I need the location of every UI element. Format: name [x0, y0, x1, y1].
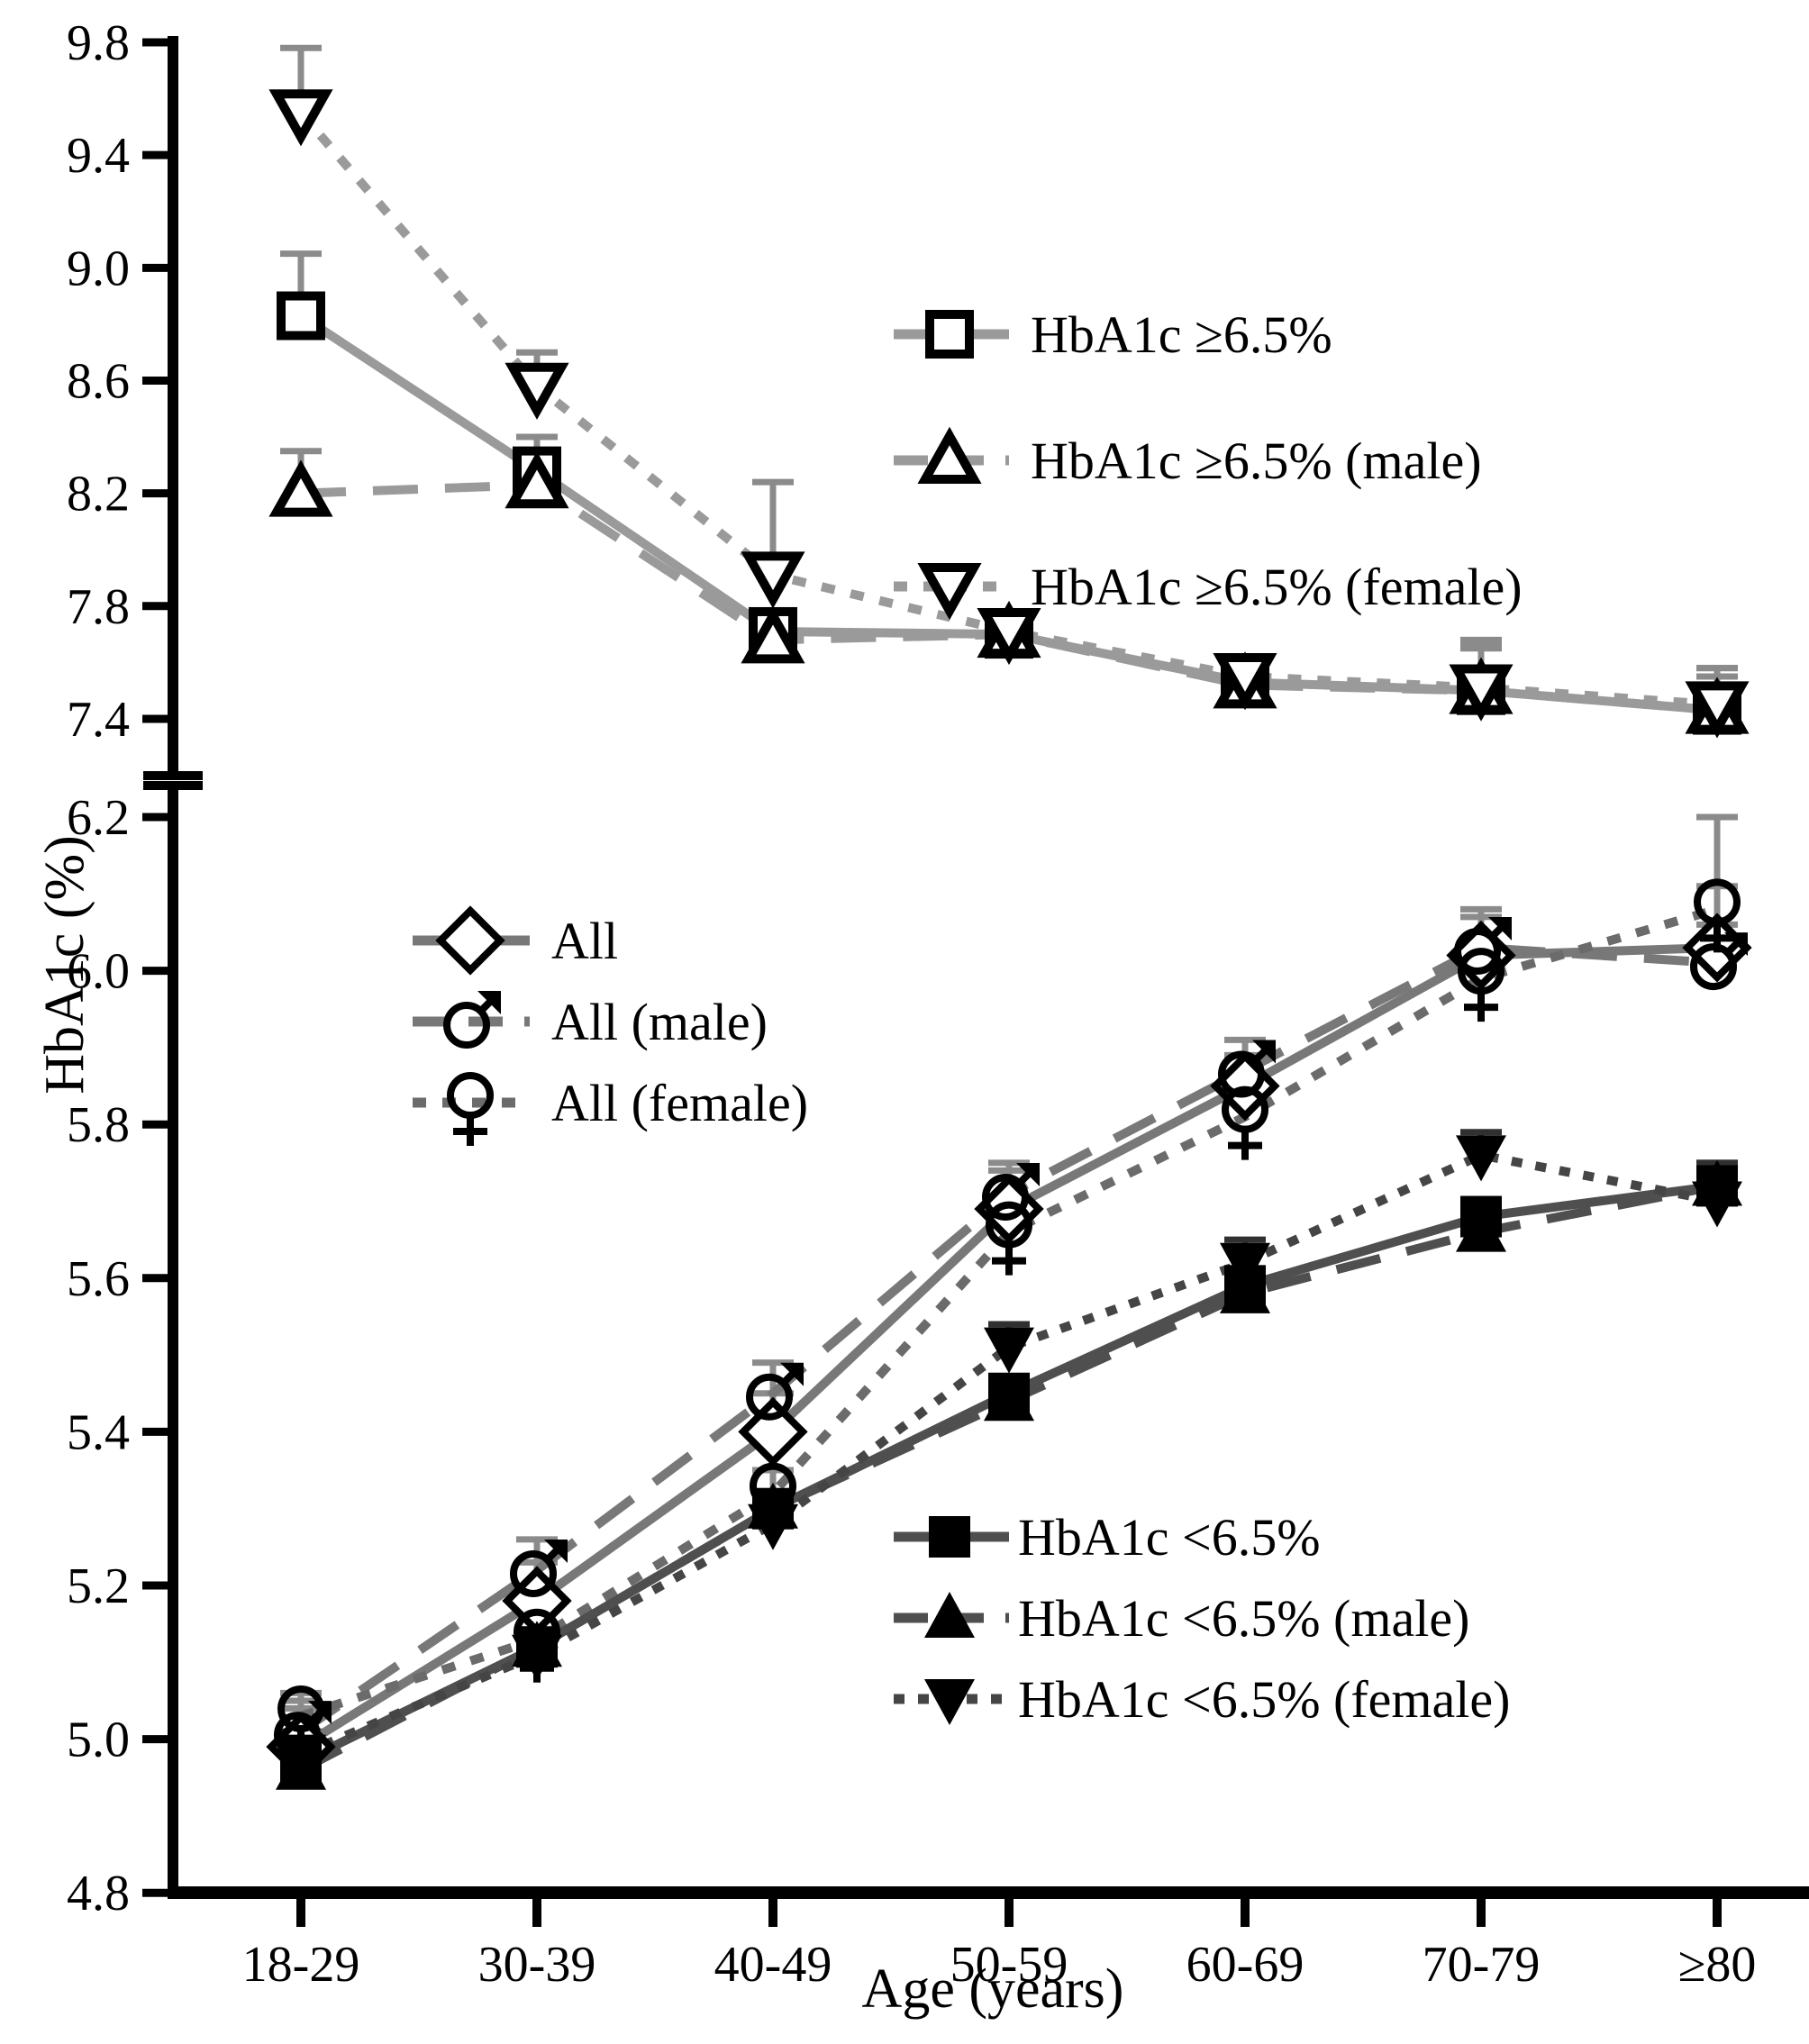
triangle-up-open-marker [505, 451, 569, 509]
triangle-down-open-marker [1685, 681, 1750, 739]
legend-label: HbA1c <6.5% (male) [1018, 1589, 1469, 1648]
y-tick-label: 9.8 [67, 15, 130, 71]
chart-svg: 9.8 9.4 9.0 8.6 8.2 7.8 7.4 6.2 6.0 5.8 5.6 5.4 5.2 5… [36, 15, 1809, 2020]
hba1c-ge-65-panel [268, 44, 1750, 739]
triangle-down-open-marker [1449, 664, 1514, 722]
legend-lt65: HbA1c <6.5% HbA1c <6.5% (male) HbA1c <6.5%… [894, 1508, 1510, 1729]
triangle-down-filled-marker [1220, 1242, 1270, 1289]
y-tick-label: 9.0 [67, 241, 130, 296]
x-tick-label: 60-69 [1186, 1937, 1304, 1993]
triangle-down-filled-marker [924, 1679, 975, 1725]
triangle-down-filled-marker [984, 1327, 1034, 1374]
triangle-down-filled-marker [1692, 1181, 1742, 1228]
legend-row-hba1c-ge65: HbA1c ≥6.5% [894, 305, 1332, 364]
y-tick-label: 6.2 [67, 790, 130, 846]
markers-hba1c-ge65-female [268, 89, 1750, 739]
legend-label: HbA1c ≥6.5% (male) [1031, 432, 1482, 490]
y-tick-label: 7.4 [67, 692, 130, 748]
legend-row-all-female: All (female) [413, 1072, 808, 1146]
x-tick-label: ≥80 [1678, 1937, 1757, 1993]
x-tick-label: 40-49 [714, 1937, 832, 1993]
triangle-down-filled-marker [748, 1503, 798, 1550]
markers-hba1c-lt65-female [276, 1135, 1742, 1781]
male-symbol-marker [443, 991, 501, 1049]
triangle-down-open-marker [977, 607, 1041, 666]
all-and-lt-65-panel [266, 813, 1752, 1790]
y-axis-title: HbA1c (%) [36, 835, 95, 1095]
legend-label: All [551, 912, 618, 970]
female-symbol-marker [1222, 1086, 1268, 1160]
y-tick-label: 5.4 [67, 1404, 130, 1460]
legend-row-hba1c-ge65-male: HbA1c ≥6.5% (male) [894, 426, 1482, 490]
legend-label: HbA1c <6.5% [1018, 1508, 1321, 1567]
markers-hba1c-ge65 [277, 291, 1741, 735]
legend-row-hba1c-lt65: HbA1c <6.5% [894, 1508, 1321, 1567]
y-tick-label: 7.8 [67, 579, 130, 635]
legend-row-hba1c-ge65-female: HbA1c ≥6.5% (female) [894, 558, 1523, 621]
legend-all: All All (male) All (female) [413, 905, 808, 1146]
legend-label: All (female) [551, 1074, 808, 1132]
y-tick-label: 5.2 [67, 1558, 130, 1614]
x-axis-title: Age (years) [862, 1958, 1124, 2020]
triangle-up-open-marker [741, 606, 805, 664]
triangle-down-open-marker [505, 362, 569, 420]
legend-label: HbA1c ≥6.5% [1031, 305, 1332, 364]
triangle-down-open-marker [917, 563, 982, 621]
y-tick-label: 8.2 [67, 467, 130, 522]
triangle-down-filled-marker [1456, 1135, 1506, 1182]
triangle-up-open-marker [268, 459, 333, 517]
male-symbol-marker [982, 1162, 1040, 1221]
triangle-down-filled-marker [276, 1734, 326, 1781]
y-tick-label: 8.6 [67, 353, 130, 409]
y-tick-label: 9.4 [67, 128, 130, 184]
x-tick-label: 30-39 [478, 1937, 596, 1993]
legend-ge65: HbA1c ≥6.5% HbA1c ≥6.5% (male) HbA1c ≥6.5%… [894, 305, 1523, 621]
legend-label: All (male) [551, 993, 768, 1051]
female-symbol-marker [447, 1072, 494, 1146]
triangle-down-open-marker [268, 89, 333, 147]
diamond-open-marker [435, 905, 505, 976]
square-filled-marker [929, 1516, 970, 1558]
male-symbol-marker [1218, 1040, 1276, 1098]
y-tick-label: 5.0 [67, 1712, 130, 1768]
legend-row-all-male: All (male) [413, 991, 768, 1051]
legend-label: HbA1c <6.5% (female) [1018, 1670, 1510, 1729]
x-tick-label: 50-59 [950, 1937, 1068, 1993]
markers-all-male [274, 917, 1748, 1759]
male-symbol-marker [1454, 917, 1512, 976]
triangle-down-open-marker [741, 551, 805, 609]
y-tick-label: 6.0 [67, 944, 130, 1000]
female-symbol-marker [1458, 948, 1504, 1022]
female-symbol-marker [1694, 878, 1741, 953]
male-symbol-marker [746, 1362, 804, 1421]
axes: 9.8 9.4 9.0 8.6 8.2 7.8 7.4 6.2 6.0 5.8 5.6 5.4 5.2 5… [36, 15, 1809, 2020]
square-open-marker [925, 310, 974, 359]
legend-row-hba1c-lt65-male: HbA1c <6.5% (male) [894, 1589, 1469, 1648]
female-symbol-marker [986, 1201, 1032, 1276]
x-tick-label: 18-29 [242, 1937, 360, 1993]
legend-label: HbA1c ≥6.5% (female) [1031, 558, 1523, 616]
triangle-up-filled-marker [984, 1375, 1034, 1422]
triangle-up-open-marker [917, 426, 982, 484]
triangle-up-filled-marker [1456, 1205, 1506, 1252]
male-symbol-marker [510, 1539, 568, 1597]
triangle-up-filled-marker [924, 1592, 975, 1638]
y-tick-label: 5.6 [67, 1251, 130, 1307]
legend-row-hba1c-lt65-female: HbA1c <6.5% (female) [894, 1670, 1510, 1729]
y-tick-label: 5.8 [67, 1097, 130, 1153]
square-open-marker [277, 291, 325, 341]
x-tick-label: 70-79 [1423, 1937, 1541, 1993]
triangle-down-filled-marker [512, 1634, 562, 1681]
legend-row-all: All [413, 905, 618, 976]
hba1c-age-figure: 9.8 9.4 9.0 8.6 8.2 7.8 7.4 6.2 6.0 5.8 5.6 5.4 5.2 5… [36, 14, 1809, 2030]
error-bars-all-male [280, 905, 1738, 1732]
y-tick-label: 4.8 [67, 1866, 130, 1921]
triangle-down-open-marker [1213, 653, 1277, 711]
triangle-up-filled-marker [1220, 1267, 1270, 1313]
